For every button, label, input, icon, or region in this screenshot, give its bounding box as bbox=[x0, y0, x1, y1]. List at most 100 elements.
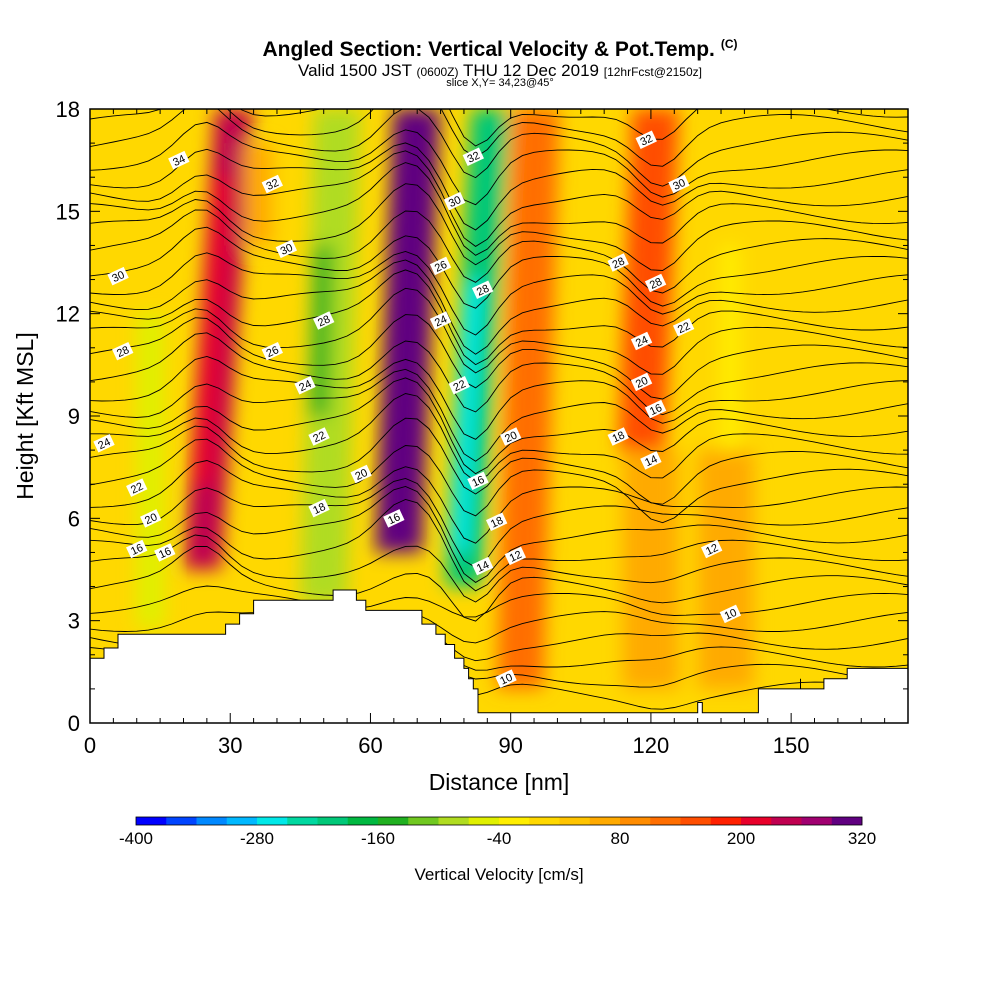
x-tick-label: 120 bbox=[633, 733, 670, 758]
theta-label: 30 bbox=[443, 191, 466, 211]
theta-label-text: 22 bbox=[129, 481, 145, 497]
theta-label-text: 16 bbox=[157, 545, 173, 561]
theta-label: 32 bbox=[462, 147, 484, 166]
colorbar-swatch bbox=[680, 817, 712, 825]
theta-label-text: 18 bbox=[611, 429, 627, 445]
theta-label: 30 bbox=[107, 266, 129, 286]
colorbar-frame bbox=[135, 816, 863, 826]
y-axis-label: Height [Kft MSL] bbox=[12, 332, 38, 499]
theta-label-box bbox=[313, 311, 335, 330]
theta-label-box bbox=[719, 604, 742, 624]
colorbar-swatch bbox=[741, 817, 772, 825]
theta-label: 16 bbox=[644, 399, 667, 419]
theta-label-box bbox=[140, 509, 162, 528]
theta-label-box bbox=[443, 191, 466, 211]
theta-label-box bbox=[504, 546, 527, 566]
theta-label-text: 24 bbox=[634, 334, 650, 350]
colorbar-swatch bbox=[710, 817, 742, 825]
theta-label: 14 bbox=[471, 556, 494, 576]
theta-label-text: 20 bbox=[503, 429, 519, 445]
theta-label: 10 bbox=[495, 669, 517, 688]
theta-label: 32 bbox=[261, 174, 283, 194]
theta-label: 10 bbox=[719, 604, 742, 624]
colorbar-swatch bbox=[801, 817, 833, 825]
theta-label: 30 bbox=[668, 174, 690, 194]
x-tick-label: 0 bbox=[84, 733, 96, 758]
valid-time-line: Valid 1500 JST (0600Z) THU 12 Dec 2019 [… bbox=[0, 61, 1000, 81]
colorbar-tick-label: 80 bbox=[611, 829, 630, 848]
theta-label-box bbox=[495, 669, 517, 688]
theta-label-text: 22 bbox=[452, 378, 468, 394]
theta-label-text: 20 bbox=[634, 375, 650, 391]
theta-label: 28 bbox=[607, 253, 629, 272]
theta-label: 20 bbox=[499, 427, 522, 446]
theta-label: 28 bbox=[471, 280, 494, 300]
theta-contour-line bbox=[90, 534, 908, 603]
y-tick-label: 15 bbox=[56, 199, 80, 224]
y-tick-label: 12 bbox=[56, 302, 80, 327]
theta-label-text: 18 bbox=[489, 515, 505, 531]
theta-label-text: 28 bbox=[611, 255, 627, 271]
colorbar-swatch bbox=[468, 817, 500, 825]
theta-label-box bbox=[154, 543, 176, 562]
theta-label-box bbox=[672, 318, 695, 337]
theta-label-text: 24 bbox=[297, 378, 313, 394]
x-tick-label: 90 bbox=[498, 733, 522, 758]
theta-label-box bbox=[294, 376, 316, 395]
theta-label-box bbox=[429, 311, 452, 330]
theta-label: 18 bbox=[607, 427, 629, 446]
colorbar-swatch bbox=[650, 817, 681, 825]
theta-contour-line bbox=[90, 499, 908, 592]
theta-label-text: 30 bbox=[447, 194, 463, 210]
colorbar-swatch bbox=[620, 817, 651, 825]
theta-label: 14 bbox=[640, 451, 662, 470]
theta-label: 28 bbox=[313, 311, 335, 330]
theta-label: 20 bbox=[630, 372, 653, 392]
theta-label: 28 bbox=[644, 273, 667, 293]
colorbar-swatch bbox=[771, 817, 802, 825]
theta-label-box bbox=[462, 147, 484, 166]
theta-label-box bbox=[467, 471, 489, 491]
theta-label-box bbox=[700, 539, 723, 559]
colorbar-tick-label: -400 bbox=[119, 829, 153, 848]
theta-contour-line bbox=[90, 368, 908, 462]
theta-label-text: 12 bbox=[704, 542, 720, 558]
theta-label-text: 20 bbox=[353, 467, 369, 483]
x-tick-label: 30 bbox=[218, 733, 242, 758]
theta-label-box bbox=[308, 498, 330, 518]
theta-label: 18 bbox=[308, 498, 330, 518]
velocity-cell bbox=[496, 109, 560, 689]
theta-label-text: 16 bbox=[470, 474, 486, 490]
theta-label-box bbox=[485, 512, 508, 531]
theta-contour-line bbox=[90, 585, 908, 618]
theta-contour-line bbox=[90, 393, 908, 483]
velocity-cell bbox=[721, 245, 740, 451]
theta-label-box bbox=[107, 266, 129, 286]
valid-date: THU 12 Dec 2019 bbox=[462, 61, 600, 80]
theta-contour-line bbox=[90, 162, 908, 256]
theta-label-box bbox=[471, 556, 494, 576]
theta-contour-line bbox=[90, 610, 908, 644]
theta-contour-line bbox=[90, 486, 908, 583]
y-tick-label: 0 bbox=[68, 711, 80, 736]
theta-label-text: 18 bbox=[311, 501, 327, 517]
colorbar-swatch bbox=[499, 817, 530, 825]
theta-label: 16 bbox=[126, 539, 148, 559]
theta-label: 20 bbox=[140, 509, 162, 528]
theta-label: 16 bbox=[383, 509, 405, 528]
x-axis-label: Distance [nm] bbox=[429, 769, 570, 795]
theta-label-text: 10 bbox=[498, 672, 514, 688]
theta-label-text: 28 bbox=[648, 276, 664, 292]
theta-label: 28 bbox=[112, 341, 134, 361]
colorbar: -400 -280 -160 -40 80 200 320 Vertical Velocity… bbox=[119, 816, 876, 884]
theta-contour-line bbox=[239, 109, 908, 147]
theta-label-box bbox=[350, 464, 372, 484]
theta-label-box bbox=[429, 256, 452, 276]
y-tick-label: 6 bbox=[68, 506, 80, 531]
theta-label-text: 32 bbox=[466, 150, 482, 166]
theta-contour-line bbox=[90, 109, 908, 187]
colorbar-swatch bbox=[589, 817, 621, 825]
theta-label: 16 bbox=[467, 471, 489, 491]
theta-label-text: 30 bbox=[671, 177, 687, 193]
theta-label-box bbox=[112, 341, 134, 361]
